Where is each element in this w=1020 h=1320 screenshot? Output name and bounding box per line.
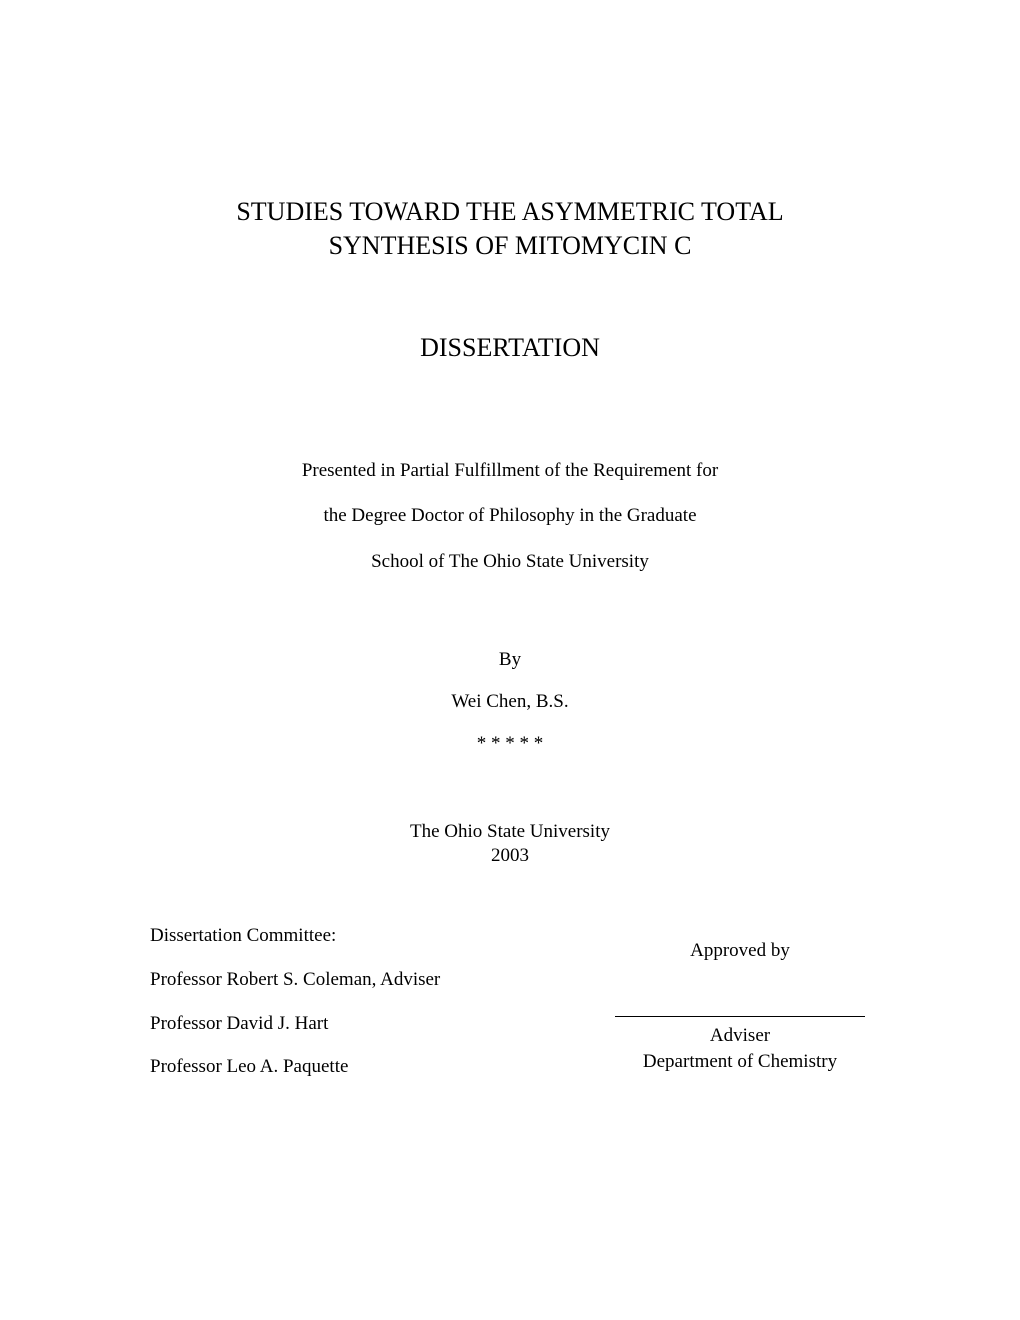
fulfillment-line-3: School of The Ohio State University [150,539,870,585]
committee-member: Professor David J. Hart [150,1002,440,1046]
by-label: By [150,639,870,681]
signature-line [615,1016,865,1017]
fulfillment-line-2: the Degree Doctor of Philosophy in the G… [150,493,870,539]
institution-year: 2003 [150,844,870,869]
institution-name: The Ohio State University [150,820,870,845]
institution-block: The Ohio State University 2003 [150,820,870,869]
author-separator: * * * * * [150,723,870,765]
author-block: By Wei Chen, B.S. * * * * * [150,639,870,764]
adviser-department: Adviser Department of Chemistry [610,1023,870,1074]
document-type: DISSERTATION [150,333,870,363]
committee-member: Professor Leo A. Paquette [150,1045,440,1089]
title-line-1: STUDIES TOWARD THE ASYMMETRIC TOTAL [150,195,870,229]
title-line-2: SYNTHESIS OF MITOMYCIN C [150,229,870,263]
committee-heading: Dissertation Committee: [150,914,440,958]
bottom-section: Dissertation Committee: Professor Robert… [150,914,870,1089]
fulfillment-block: Presented in Partial Fulfillment of the … [150,448,870,585]
department-label: Department of Chemistry [610,1049,870,1075]
approval-block: Approved by Adviser Department of Chemis… [610,914,870,1089]
adviser-label: Adviser [610,1023,870,1049]
fulfillment-line-1: Presented in Partial Fulfillment of the … [150,448,870,494]
author-name: Wei Chen, B.S. [150,681,870,723]
approved-by-label: Approved by [610,940,870,962]
committee-member: Professor Robert S. Coleman, Adviser [150,958,440,1002]
title-block: STUDIES TOWARD THE ASYMMETRIC TOTAL SYNT… [150,195,870,263]
committee-block: Dissertation Committee: Professor Robert… [150,914,440,1089]
